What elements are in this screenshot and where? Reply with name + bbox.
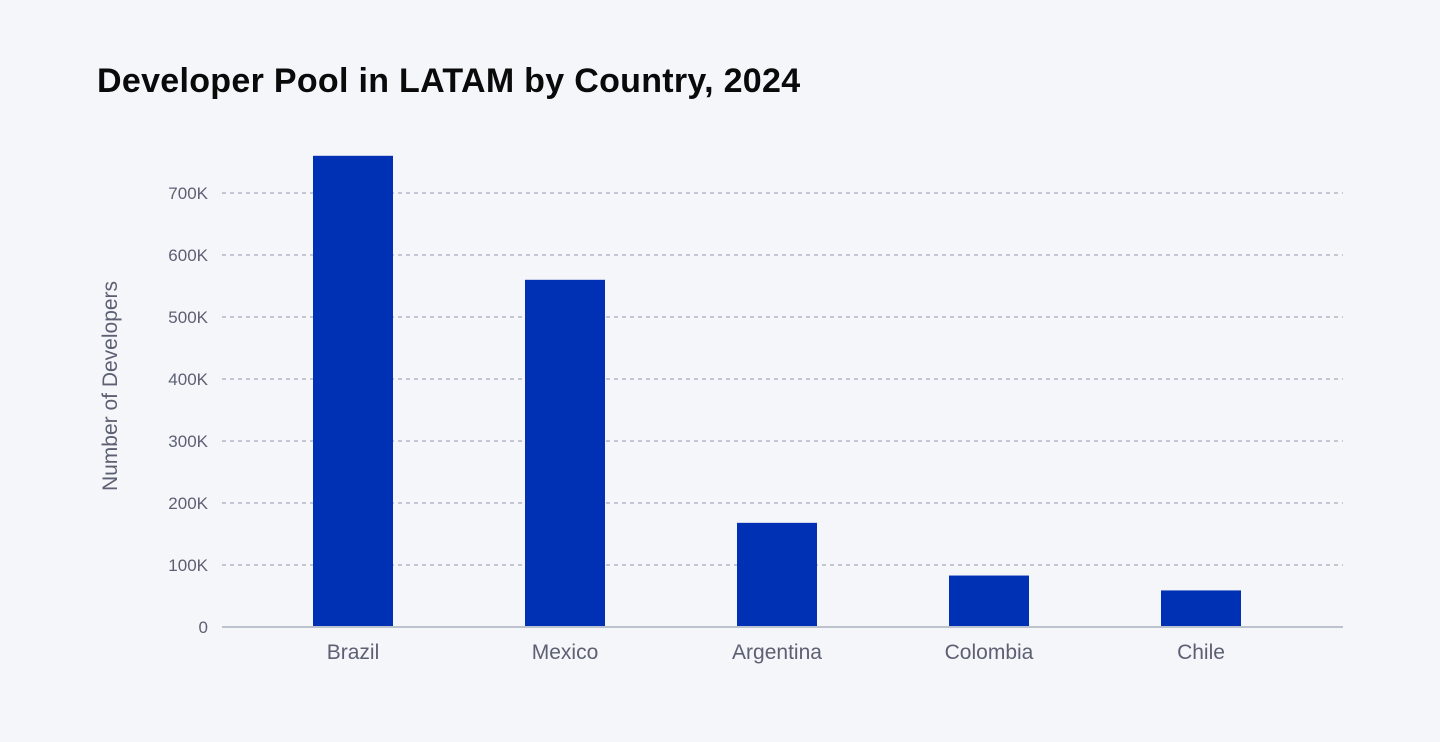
y-tick-label: 200K — [168, 494, 208, 513]
x-tick-label: Argentina — [732, 641, 822, 664]
x-tick-label: Brazil — [327, 641, 380, 664]
bar-argentina — [737, 522, 817, 627]
y-tick-label: 600K — [168, 246, 208, 265]
y-tick-label: 500K — [168, 308, 208, 327]
y-tick-label: 400K — [168, 370, 208, 389]
bar-mexico — [525, 279, 605, 627]
bar-brazil — [313, 155, 393, 628]
x-tick-label: Colombia — [945, 641, 1034, 664]
bar-chile — [1161, 590, 1241, 627]
y-axis-label: Number of Developers — [99, 281, 122, 491]
y-tick-label: 300K — [168, 432, 208, 451]
y-tick-label: 0 — [199, 618, 208, 637]
y-tick-label: 100K — [168, 556, 208, 575]
x-tick-label: Chile — [1177, 641, 1225, 664]
bar-colombia — [949, 575, 1029, 627]
y-tick-label: 700K — [168, 184, 208, 203]
x-tick-label: Mexico — [532, 641, 599, 664]
chart-title: Developer Pool in LATAM by Country, 2024 — [97, 62, 801, 100]
